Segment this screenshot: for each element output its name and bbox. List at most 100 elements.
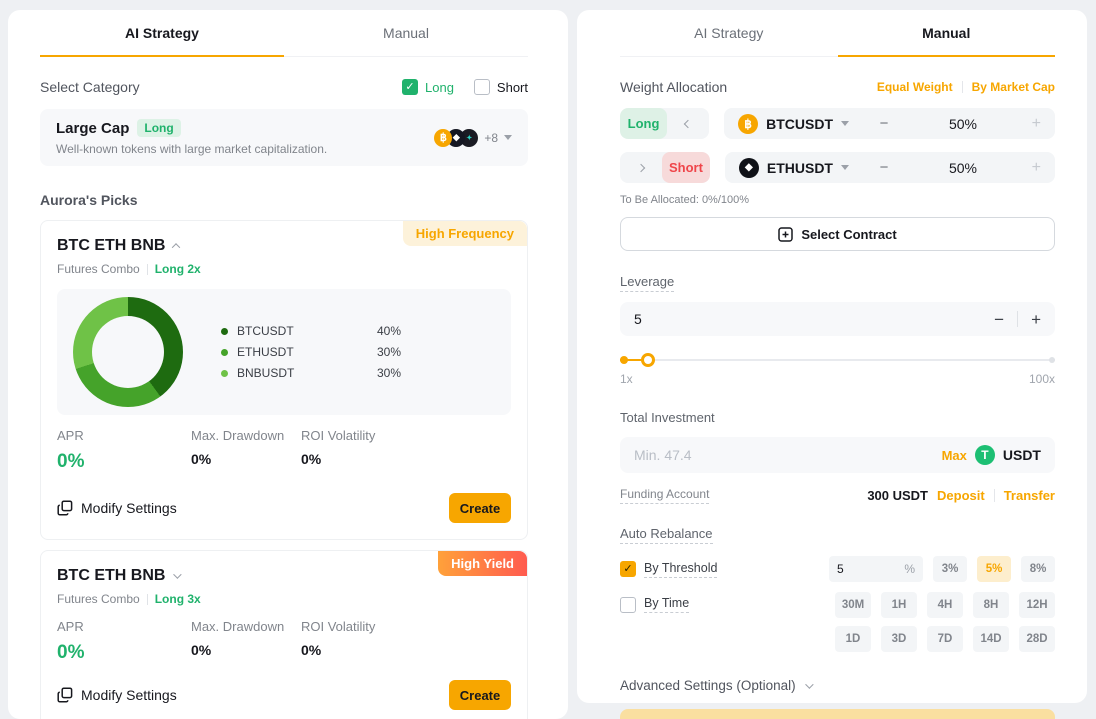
time-chip-1h[interactable]: 1H [881, 592, 917, 618]
divider [993, 489, 995, 502]
time-chip-14d[interactable]: 14D [973, 626, 1009, 652]
deposit-link[interactable]: Deposit [937, 488, 985, 503]
equal-weight-link[interactable]: Equal Weight [876, 80, 953, 94]
legend-dot-bnbusdt [221, 369, 228, 377]
long-checkbox[interactable]: ✓ [402, 79, 418, 95]
category-filters: ✓ Long Short [402, 79, 528, 95]
contract-row: ฿ BTCUSDT − 50% + [724, 108, 1055, 139]
by-time-option[interactable]: By Time [620, 596, 690, 613]
time-chip-1d[interactable]: 1D [835, 626, 871, 652]
long-side-button[interactable]: Long [620, 108, 668, 139]
volatility-label: ROI Volatility [301, 428, 376, 443]
investment-input[interactable] [634, 447, 942, 463]
threshold-chip-5-selected[interactable]: 5% [977, 556, 1011, 582]
leverage-increase-button[interactable]: + [1031, 309, 1041, 329]
leverage-input[interactable] [634, 311, 995, 327]
time-chip-3d[interactable]: 3D [881, 626, 917, 652]
weight-allocation-label: Weight Allocation [620, 79, 728, 95]
side-selector: Short [620, 152, 710, 183]
filter-long[interactable]: ✓ Long [402, 79, 454, 95]
time-chip-28d[interactable]: 28D [1019, 626, 1055, 652]
apr-label: APR [57, 428, 84, 443]
picks-section-title: Aurora's Picks [40, 192, 138, 208]
by-time-checkbox[interactable] [620, 596, 636, 613]
pick-type: Futures Combo [57, 592, 140, 606]
time-chip-8h[interactable]: 8H [973, 592, 1009, 618]
caret-down-icon [841, 121, 849, 126]
slider-handle[interactable] [641, 353, 655, 367]
time-options: 30M 1H 4H 8H 12H 1D 3D 7D 14D 28D [835, 592, 1055, 652]
weight-increase-button[interactable]: + [1031, 114, 1041, 132]
create-button[interactable]: Create [449, 493, 511, 523]
category-description: Well-known tokens with large market capi… [56, 142, 328, 156]
short-side-button[interactable]: Short [662, 152, 710, 183]
contract-dropdown[interactable]: ฿ BTCUSDT [738, 113, 849, 134]
threshold-chip-8[interactable]: 8% [1021, 556, 1055, 582]
category-card-large-cap[interactable]: Large Cap Long Well-known tokens with la… [40, 109, 528, 166]
allocation-donut-chart [73, 297, 183, 407]
right-tabbar: AI Strategy Manual [620, 10, 1055, 57]
chart-legend: BTCUSDT 40% ETHUSDT 30% BNBUSDT 30% [221, 324, 401, 380]
category-coin-icons: ฿ ◆ ✦ [434, 128, 479, 147]
tab-ai-strategy[interactable]: AI Strategy [694, 25, 764, 41]
leverage-decrease-button[interactable]: − [994, 309, 1005, 329]
by-threshold-option[interactable]: ✓ By Threshold [620, 561, 718, 578]
time-chip-7d[interactable]: 7D [927, 626, 963, 652]
max-button[interactable]: Max [941, 447, 967, 463]
weight-increase-button[interactable]: + [1031, 158, 1041, 176]
apr-value: 0% [57, 642, 85, 663]
short-checkbox-label: Short [496, 79, 528, 95]
volatility-label: ROI Volatility [301, 619, 376, 634]
pick-leverage-tag: Long 2x [154, 262, 201, 276]
modify-settings-label: Modify Settings [81, 687, 177, 703]
legend-label: BTCUSDT [237, 324, 294, 338]
modify-settings-link[interactable]: Modify Settings [57, 687, 177, 703]
contract-dropdown[interactable]: ◆ ETHUSDT [738, 157, 849, 178]
leverage-slider[interactable] [620, 353, 1055, 367]
threshold-chip-3[interactable]: 3% [933, 556, 967, 582]
create-now-button[interactable]: Create Now [620, 709, 1055, 719]
time-chip-12h[interactable]: 12H [1019, 592, 1055, 618]
tab-ai-strategy[interactable]: AI Strategy [40, 10, 284, 57]
weight-decrease-button[interactable]: − [879, 115, 889, 132]
pick-stats: APR 0% Max. Drawdown 0% ROI Volatility 0… [57, 619, 511, 664]
tab-manual[interactable]: Manual [383, 25, 429, 41]
allocation-row-long: Long ฿ BTCUSDT − 50% + [620, 108, 1055, 139]
to-be-allocated-text: To Be Allocated: 0%/100% [620, 194, 750, 206]
expand-right-button[interactable] [620, 152, 662, 183]
chevron-right-icon [636, 163, 646, 172]
pick-title: BTC ETH BNB [57, 237, 166, 254]
pick-stats: APR 0% Max. Drawdown 0% ROI Volatility 0… [57, 428, 511, 473]
caret-down-icon[interactable] [504, 135, 512, 140]
eth-icon: ◆ [738, 157, 759, 178]
by-market-cap-link[interactable]: By Market Cap [971, 80, 1055, 94]
weight-value[interactable]: 50% [948, 115, 978, 132]
slider-fill [620, 359, 648, 361]
create-button[interactable]: Create [449, 680, 511, 710]
weight-decrease-button[interactable]: − [879, 159, 889, 176]
collapse-left-button[interactable] [667, 108, 709, 139]
leverage-input-group: − + [620, 302, 1055, 336]
transfer-link[interactable]: Transfer [1003, 488, 1055, 503]
threshold-input[interactable] [837, 562, 877, 576]
filter-short[interactable]: Short [473, 79, 528, 95]
by-threshold-row: ✓ By Threshold % 3% 5% 8% [620, 556, 1055, 582]
advanced-settings-toggle[interactable]: Advanced Settings (Optional) [620, 678, 1055, 693]
divider [1017, 311, 1019, 327]
by-threshold-checkbox[interactable]: ✓ [620, 561, 636, 577]
investment-input-group: Max T USDT [620, 437, 1055, 473]
modify-settings-link[interactable]: Modify Settings [57, 500, 177, 516]
divider [146, 593, 148, 605]
short-checkbox[interactable] [473, 79, 490, 95]
drawdown-value: 0% [191, 451, 212, 467]
slider-track[interactable] [620, 359, 1055, 361]
time-chip-4h[interactable]: 4H [927, 592, 963, 618]
chevron-up-icon[interactable] [172, 243, 181, 252]
chevron-down-icon[interactable] [173, 570, 183, 579]
weight-value[interactable]: 50% [948, 159, 978, 176]
time-chip-30m[interactable]: 30M [835, 592, 871, 618]
slider-end-dot [1049, 357, 1055, 363]
select-contract-button[interactable]: Select Contract [620, 217, 1055, 251]
tab-manual[interactable]: Manual [837, 10, 1056, 57]
eth-icon: ◆ [447, 128, 466, 147]
